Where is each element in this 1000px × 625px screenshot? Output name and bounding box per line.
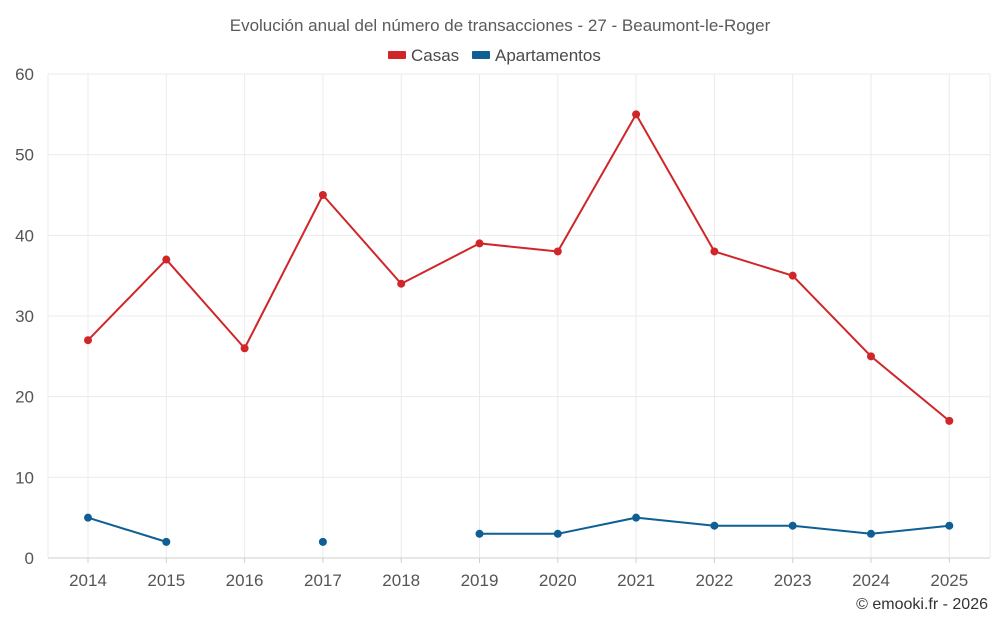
data-point-casas-2014[interactable] — [84, 336, 92, 345]
chart-title: Evolución anual del número de transaccio… — [230, 16, 771, 35]
data-point-casas-2017[interactable] — [318, 191, 327, 199]
series-casas — [84, 110, 954, 425]
credit-text: © emooki.fr - 2026 — [856, 596, 988, 613]
y-axis: 0 10 20 30 40 50 60 — [15, 65, 991, 568]
data-point-apartamentos-2023[interactable] — [788, 521, 797, 530]
data-point-apartamentos-2019[interactable] — [475, 529, 484, 538]
series — [84, 110, 954, 546]
grid — [48, 73, 990, 558]
y-tick-label: 0 — [25, 549, 34, 568]
data-point-casas-2016[interactable] — [240, 344, 249, 353]
series-line-apartamentos — [87, 516, 167, 543]
legend-label-apartamentos: Apartamentos — [495, 46, 601, 65]
data-point-casas-2019[interactable] — [475, 239, 484, 248]
legend-swatch-casas — [388, 51, 406, 59]
x-tick-label: 2014 — [69, 571, 107, 590]
y-tick-label: 40 — [15, 226, 34, 245]
data-point-casas-2023[interactable] — [788, 271, 797, 280]
legend-swatch-apartamentos — [472, 51, 490, 59]
legend-item-casas[interactable]: Casas — [388, 46, 459, 65]
data-point-casas-2024[interactable] — [867, 352, 875, 361]
data-point-casas-2021[interactable] — [632, 110, 641, 119]
x-tick-label: 2023 — [774, 571, 812, 590]
x-axis: 2014 2015 2016 2017 2018 2019 2020 2021 2022 2023… — [48, 557, 990, 590]
series-line-casas — [87, 113, 950, 422]
x-tick-label: 2018 — [382, 571, 420, 590]
x-tick-label: 2025 — [930, 571, 968, 590]
series-apartamentos — [84, 513, 954, 546]
data-point-casas-2022[interactable] — [710, 247, 719, 256]
legend[interactable]: Casas Apartamentos — [388, 46, 601, 65]
y-tick-label: 10 — [15, 468, 34, 487]
y-tick-label: 30 — [15, 307, 34, 326]
data-point-apartamentos-2021[interactable] — [632, 513, 641, 522]
data-point-apartamentos-2025[interactable] — [945, 521, 954, 530]
x-tick-label: 2022 — [695, 571, 733, 590]
x-tick-label: 2019 — [461, 571, 499, 590]
data-point-apartamentos-2024[interactable] — [867, 529, 875, 538]
data-point-casas-2020[interactable] — [553, 247, 562, 256]
y-tick-label: 50 — [15, 146, 34, 165]
y-tick-label: 60 — [15, 65, 34, 84]
legend-item-apartamentos[interactable]: Apartamentos — [472, 46, 601, 65]
data-point-casas-2018[interactable] — [397, 279, 406, 288]
y-tick-label: 20 — [15, 388, 34, 407]
legend-label-casas: Casas — [411, 46, 459, 65]
x-tick-label: 2015 — [147, 571, 185, 590]
x-tick-label: 2016 — [226, 571, 264, 590]
data-point-casas-2015[interactable] — [162, 255, 171, 264]
data-point-apartamentos-2015[interactable] — [162, 537, 171, 546]
x-tick-label: 2020 — [539, 571, 577, 590]
data-point-apartamentos-2020[interactable] — [553, 529, 562, 538]
x-tick-label: 2021 — [617, 571, 655, 590]
data-point-apartamentos-2014[interactable] — [84, 513, 92, 522]
x-tick-label: 2024 — [852, 571, 890, 590]
data-point-casas-2025[interactable] — [945, 416, 954, 425]
data-point-apartamentos-2022[interactable] — [710, 521, 719, 530]
data-point-apartamentos-2017[interactable] — [318, 537, 327, 546]
x-tick-label: 2017 — [304, 571, 342, 590]
